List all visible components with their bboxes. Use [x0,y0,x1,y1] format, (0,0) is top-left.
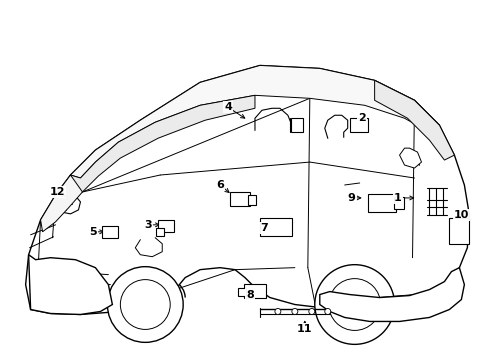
FancyBboxPatch shape [349,118,367,132]
Text: 6: 6 [216,180,224,190]
Circle shape [107,267,183,342]
Text: 2: 2 [357,113,365,123]
FancyBboxPatch shape [156,228,164,236]
Text: 1: 1 [393,193,401,203]
Text: 4: 4 [224,102,231,112]
Circle shape [328,279,380,330]
Text: 3: 3 [144,220,152,230]
Polygon shape [29,255,112,315]
FancyBboxPatch shape [102,226,118,238]
Polygon shape [399,148,421,168]
FancyBboxPatch shape [244,284,265,298]
FancyBboxPatch shape [158,220,174,232]
Text: 10: 10 [453,210,468,220]
Text: 5: 5 [89,227,97,237]
Polygon shape [374,80,453,160]
Circle shape [324,309,330,315]
Text: 9: 9 [347,193,355,203]
Text: 12: 12 [50,187,65,197]
FancyBboxPatch shape [229,192,249,206]
FancyBboxPatch shape [238,288,245,296]
Polygon shape [319,268,464,321]
Polygon shape [65,95,254,192]
Circle shape [120,280,170,329]
FancyBboxPatch shape [367,194,395,212]
Text: 11: 11 [297,324,312,334]
Polygon shape [70,66,439,178]
FancyBboxPatch shape [260,218,291,236]
Circle shape [291,309,297,315]
Polygon shape [41,175,82,232]
FancyBboxPatch shape [247,195,255,205]
Circle shape [274,309,280,315]
Polygon shape [25,66,468,315]
FancyBboxPatch shape [393,197,403,209]
Text: 7: 7 [260,223,267,233]
FancyBboxPatch shape [290,118,302,132]
Text: 8: 8 [245,289,253,300]
Circle shape [308,309,314,315]
Circle shape [314,265,394,345]
FancyBboxPatch shape [448,218,468,244]
